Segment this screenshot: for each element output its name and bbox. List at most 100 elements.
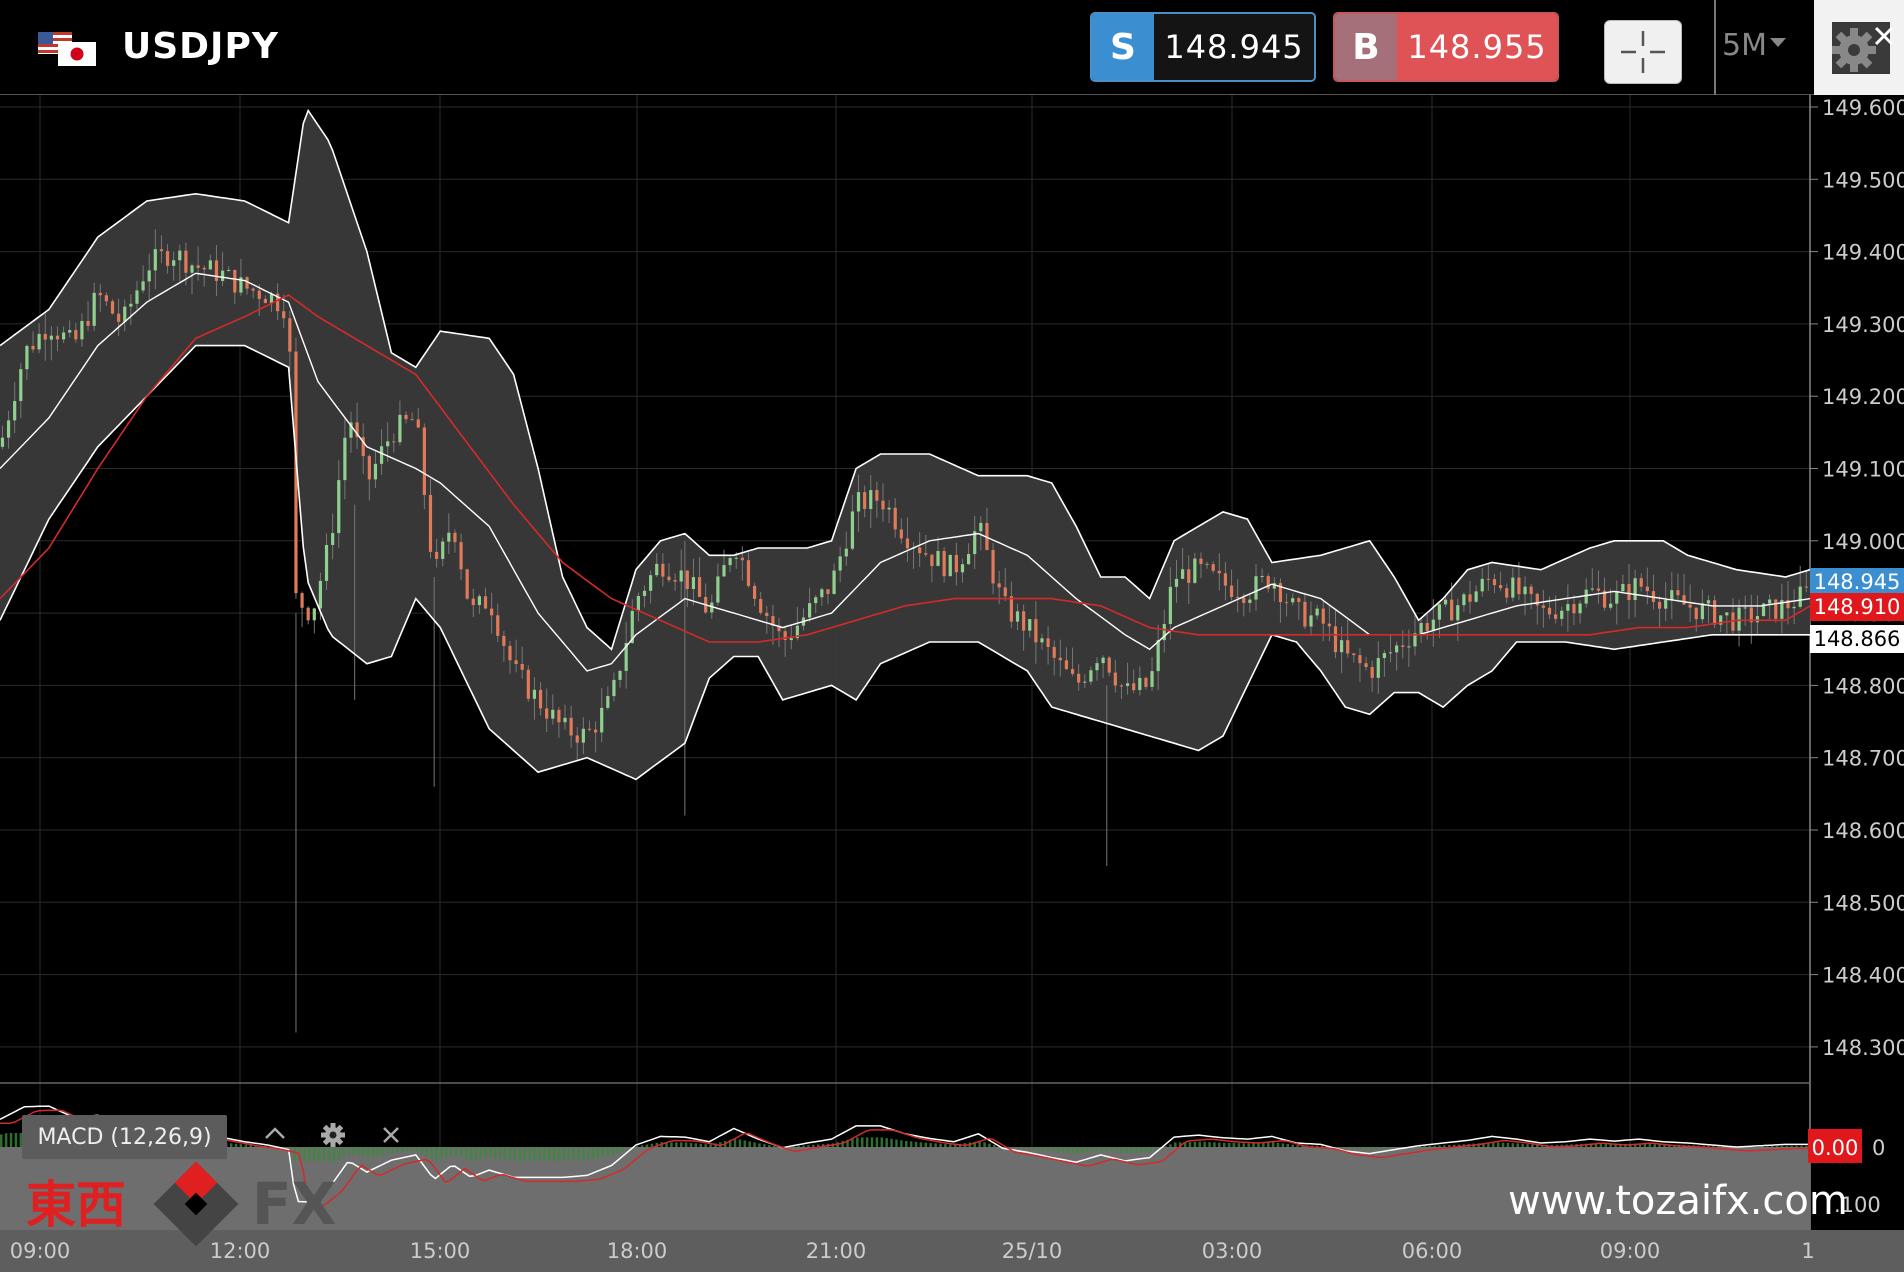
macd-histogram-bar: [1007, 1147, 1011, 1148]
macd-close-icon[interactable]: [376, 1120, 406, 1150]
candle-body: [532, 689, 537, 699]
candle-body: [691, 577, 696, 589]
candle-body: [355, 422, 359, 438]
candle-body: [159, 249, 164, 252]
price-chart[interactable]: 149.600 149.500 149.400 149.300 149.200 149.1…: [0, 95, 1904, 1272]
macd-histogram-bar: [1311, 1145, 1314, 1147]
macd-histogram-bar: [1702, 1145, 1705, 1147]
candle-body: [1236, 596, 1240, 598]
macd-histogram-bar: [386, 1147, 389, 1155]
candle-body: [1462, 594, 1466, 606]
candle-body: [789, 638, 793, 641]
buy-button[interactable]: B 148.955: [1333, 12, 1559, 82]
macd-histogram-bar: [733, 1138, 737, 1147]
candle-body: [1657, 601, 1662, 609]
macd-histogram-bar: [489, 1147, 492, 1158]
macd-histogram-bar: [1154, 1147, 1157, 1150]
candle-body: [178, 250, 182, 261]
candle-body: [697, 577, 702, 597]
macd-histogram-bar: [1100, 1147, 1104, 1151]
candle-body: [1174, 578, 1179, 587]
macd-histogram-bar: [454, 1147, 458, 1156]
candle-body: [1407, 646, 1411, 648]
settings-button[interactable]: [1814, 0, 1904, 95]
candle-body: [569, 717, 573, 736]
macd-histogram-bar: [484, 1147, 487, 1159]
candle-body: [1223, 573, 1228, 586]
macd-settings-icon[interactable]: [318, 1120, 348, 1150]
candle-body: [1633, 578, 1637, 601]
macd-histogram-bar: [1247, 1143, 1250, 1147]
candle-body: [979, 522, 983, 532]
candle-body: [765, 612, 769, 617]
macd-histogram-bar: [1526, 1144, 1529, 1147]
macd-histogram-bar: [1765, 1146, 1769, 1147]
candle-body: [673, 580, 677, 582]
macd-histogram-bar: [543, 1147, 546, 1161]
chevron-down-icon[interactable]: [1770, 38, 1786, 47]
macd-histogram-bar: [1066, 1147, 1069, 1154]
candle-body: [1291, 598, 1295, 603]
macd-histogram-bar: [684, 1142, 688, 1147]
macd-histogram-bar: [846, 1139, 849, 1147]
candle-body: [1468, 594, 1472, 602]
macd-histogram-bar: [1540, 1145, 1544, 1147]
macd-histogram-bar: [1257, 1142, 1260, 1147]
macd-histogram-bar: [1770, 1146, 1774, 1147]
macd-histogram-bar: [1203, 1141, 1206, 1147]
macd-histogram-bar: [9, 1133, 13, 1147]
x-tick-label: 09:00: [10, 1239, 71, 1263]
arrow-up-icon[interactable]: [260, 1120, 290, 1150]
candle-body: [37, 333, 41, 350]
macd-histogram-bar: [1364, 1147, 1368, 1150]
symbol-title[interactable]: USDJPY: [122, 26, 279, 67]
candle-body: [722, 565, 726, 577]
macd-histogram-bar: [978, 1141, 981, 1147]
candle-body: [1046, 638, 1050, 647]
macd-histogram-bar: [772, 1145, 776, 1147]
bollinger-upper: [0, 108, 1811, 651]
macd-histogram-bar: [469, 1147, 473, 1161]
candle-body: [771, 616, 775, 626]
macd-histogram-bar: [934, 1143, 937, 1147]
macd-histogram-bar: [381, 1147, 385, 1156]
macd-histogram-bar: [895, 1139, 898, 1147]
macd-histogram-bar: [1164, 1146, 1167, 1147]
candle-body: [1443, 599, 1448, 605]
candle-body: [435, 551, 439, 559]
macd-histogram-bar: [234, 1143, 238, 1147]
gear-icon: [1832, 22, 1894, 74]
sell-button[interactable]: S 148.945: [1090, 12, 1316, 82]
buy-letter: B: [1335, 14, 1397, 80]
macd-histogram-bar: [1037, 1147, 1040, 1151]
candle-body: [459, 542, 463, 570]
candle-body: [856, 492, 861, 512]
candle-body: [1627, 583, 1631, 601]
timeframe-selector[interactable]: 5M: [1722, 28, 1767, 63]
candle-body: [783, 631, 787, 641]
macd-histogram-bar: [856, 1137, 859, 1147]
x-tick-label: 12:00: [210, 1239, 271, 1263]
macd-histogram-bar: [1090, 1147, 1094, 1152]
macd-histogram-bar: [1076, 1147, 1079, 1154]
candle-body: [373, 463, 378, 480]
candle-body: [557, 709, 561, 723]
candle-body: [1205, 563, 1209, 565]
macd-histogram-bar: [357, 1147, 360, 1156]
crosshair-button[interactable]: [1604, 20, 1682, 84]
candle-body: [514, 660, 518, 665]
candle-body: [1260, 576, 1264, 578]
macd-histogram-bar: [459, 1147, 463, 1158]
y-tick-label: 149.400: [1822, 241, 1904, 265]
macd-histogram-bar: [679, 1142, 683, 1147]
macd-histogram-bar: [626, 1147, 629, 1150]
candle-body: [398, 414, 402, 443]
candle-body: [135, 290, 139, 304]
macd-label[interactable]: MACD (12,26,9): [22, 1115, 227, 1159]
candle-body: [361, 437, 365, 457]
macd-histogram-bar: [812, 1144, 815, 1147]
y-tick-label: 149.500: [1822, 168, 1904, 192]
macd-histogram-bar: [635, 1146, 639, 1147]
candle-body: [1554, 614, 1558, 619]
candle-body: [1358, 655, 1362, 664]
